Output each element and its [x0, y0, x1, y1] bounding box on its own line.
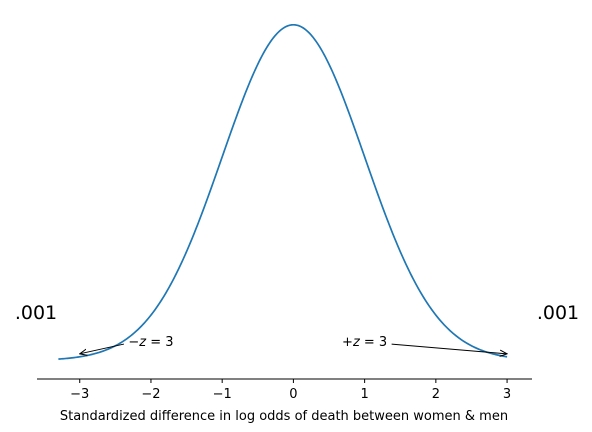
plot-area — [58, 23, 508, 360]
x-axis-title: Standardized difference in log odds of d… — [60, 409, 508, 424]
annotation-label-0: −z = 3 — [128, 335, 173, 350]
x-tick-label-2: −1 — [213, 387, 232, 402]
annotations: −z = 3 +z = 3 — [80, 335, 507, 354]
x-tick-label-5: 2 — [432, 387, 440, 402]
x-tick-label-4: 1 — [360, 387, 368, 402]
x-tick-label-1: −2 — [141, 387, 160, 402]
left-side-label: .001 — [15, 302, 57, 324]
annotation-arrow-1 — [391, 343, 507, 354]
right-side-label: .001 — [537, 302, 579, 324]
x-axis: −3 −2 −1 0 1 2 3 — [37, 378, 532, 402]
annotation-label-1: +z = 3 — [342, 335, 387, 350]
x-tick-label-0: −3 — [70, 387, 89, 402]
annotation-arrow-0 — [80, 343, 125, 354]
x-tick-label-6: 3 — [503, 387, 511, 402]
series-line-0 — [58, 23, 508, 360]
x-tick-label-3: 0 — [289, 387, 297, 402]
